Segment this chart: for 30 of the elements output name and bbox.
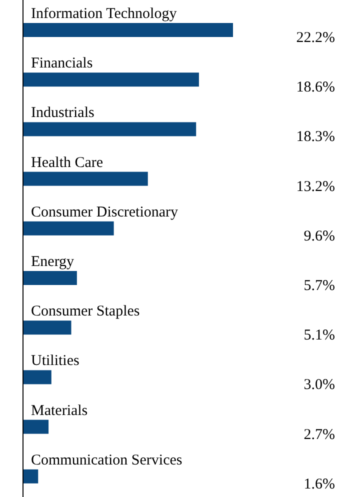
y-tick-label: Energy xyxy=(31,254,75,270)
data-label: 1.6% xyxy=(304,476,335,492)
y-tick-label: Health Care xyxy=(31,154,104,171)
data-label: 5.1% xyxy=(304,328,335,344)
bar xyxy=(23,23,233,37)
data-label: 18.3% xyxy=(296,129,335,146)
bar xyxy=(23,172,148,186)
y-tick-label: Industrials xyxy=(31,105,94,122)
data-label: 13.2% xyxy=(296,178,335,195)
data-label: 9.6% xyxy=(304,228,335,244)
bar xyxy=(23,221,114,236)
y-tick-label: Communication Services xyxy=(31,452,182,468)
data-label: 5.7% xyxy=(304,278,335,294)
y-tick-label: Financials xyxy=(31,56,93,72)
data-label: 18.6% xyxy=(296,80,335,96)
data-label: 3.0% xyxy=(304,377,335,394)
y-tick-label: Consumer Discretionary xyxy=(31,204,179,220)
bar xyxy=(23,469,38,484)
bar xyxy=(23,420,49,434)
data-label: 22.2% xyxy=(296,30,335,46)
data-label: 2.7% xyxy=(304,426,335,443)
bar xyxy=(23,370,52,384)
y-tick-label: Consumer Staples xyxy=(31,304,140,320)
bar xyxy=(23,271,77,285)
y-tick-label: Information Technology xyxy=(31,6,178,22)
y-tick-label: Utilities xyxy=(31,353,80,370)
y-tick-label: Materials xyxy=(31,402,88,419)
bar xyxy=(23,72,199,87)
bar xyxy=(23,122,196,136)
bar xyxy=(23,320,72,335)
